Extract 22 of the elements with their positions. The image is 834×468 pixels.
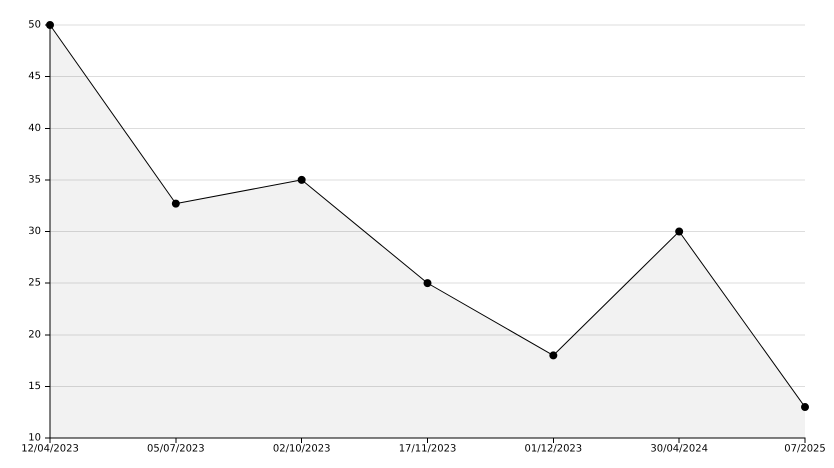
x-tick-label: 05/07/2023 — [147, 444, 205, 455]
point — [675, 228, 684, 236]
point — [298, 176, 306, 184]
y-tick-label: 10 — [28, 432, 41, 444]
x-tick-label: 02/10/2023 — [272, 444, 330, 455]
y-tick-label: 30 — [28, 226, 41, 238]
y-tick-label: 50 — [28, 20, 41, 31]
y-tick-label: 25 — [28, 278, 41, 289]
point — [172, 200, 180, 208]
y-tick-label: 20 — [28, 329, 41, 340]
x-tick-label: 01/12/2023 — [524, 444, 582, 455]
y-tick-label: 35 — [28, 174, 41, 186]
x-tick-label: 17/11/2023 — [398, 444, 456, 455]
point — [549, 351, 558, 360]
point — [801, 403, 809, 412]
y-tick-label: 40 — [28, 122, 41, 134]
x-tick-label: 30/04/2024 — [650, 444, 708, 455]
y-tick-label: 45 — [28, 71, 41, 82]
point — [424, 279, 432, 288]
x-tick-label: 07/2025 — [784, 444, 826, 455]
y-tick-label: 15 — [28, 380, 41, 392]
x-tick-label: 12/04/2023 — [21, 444, 79, 455]
